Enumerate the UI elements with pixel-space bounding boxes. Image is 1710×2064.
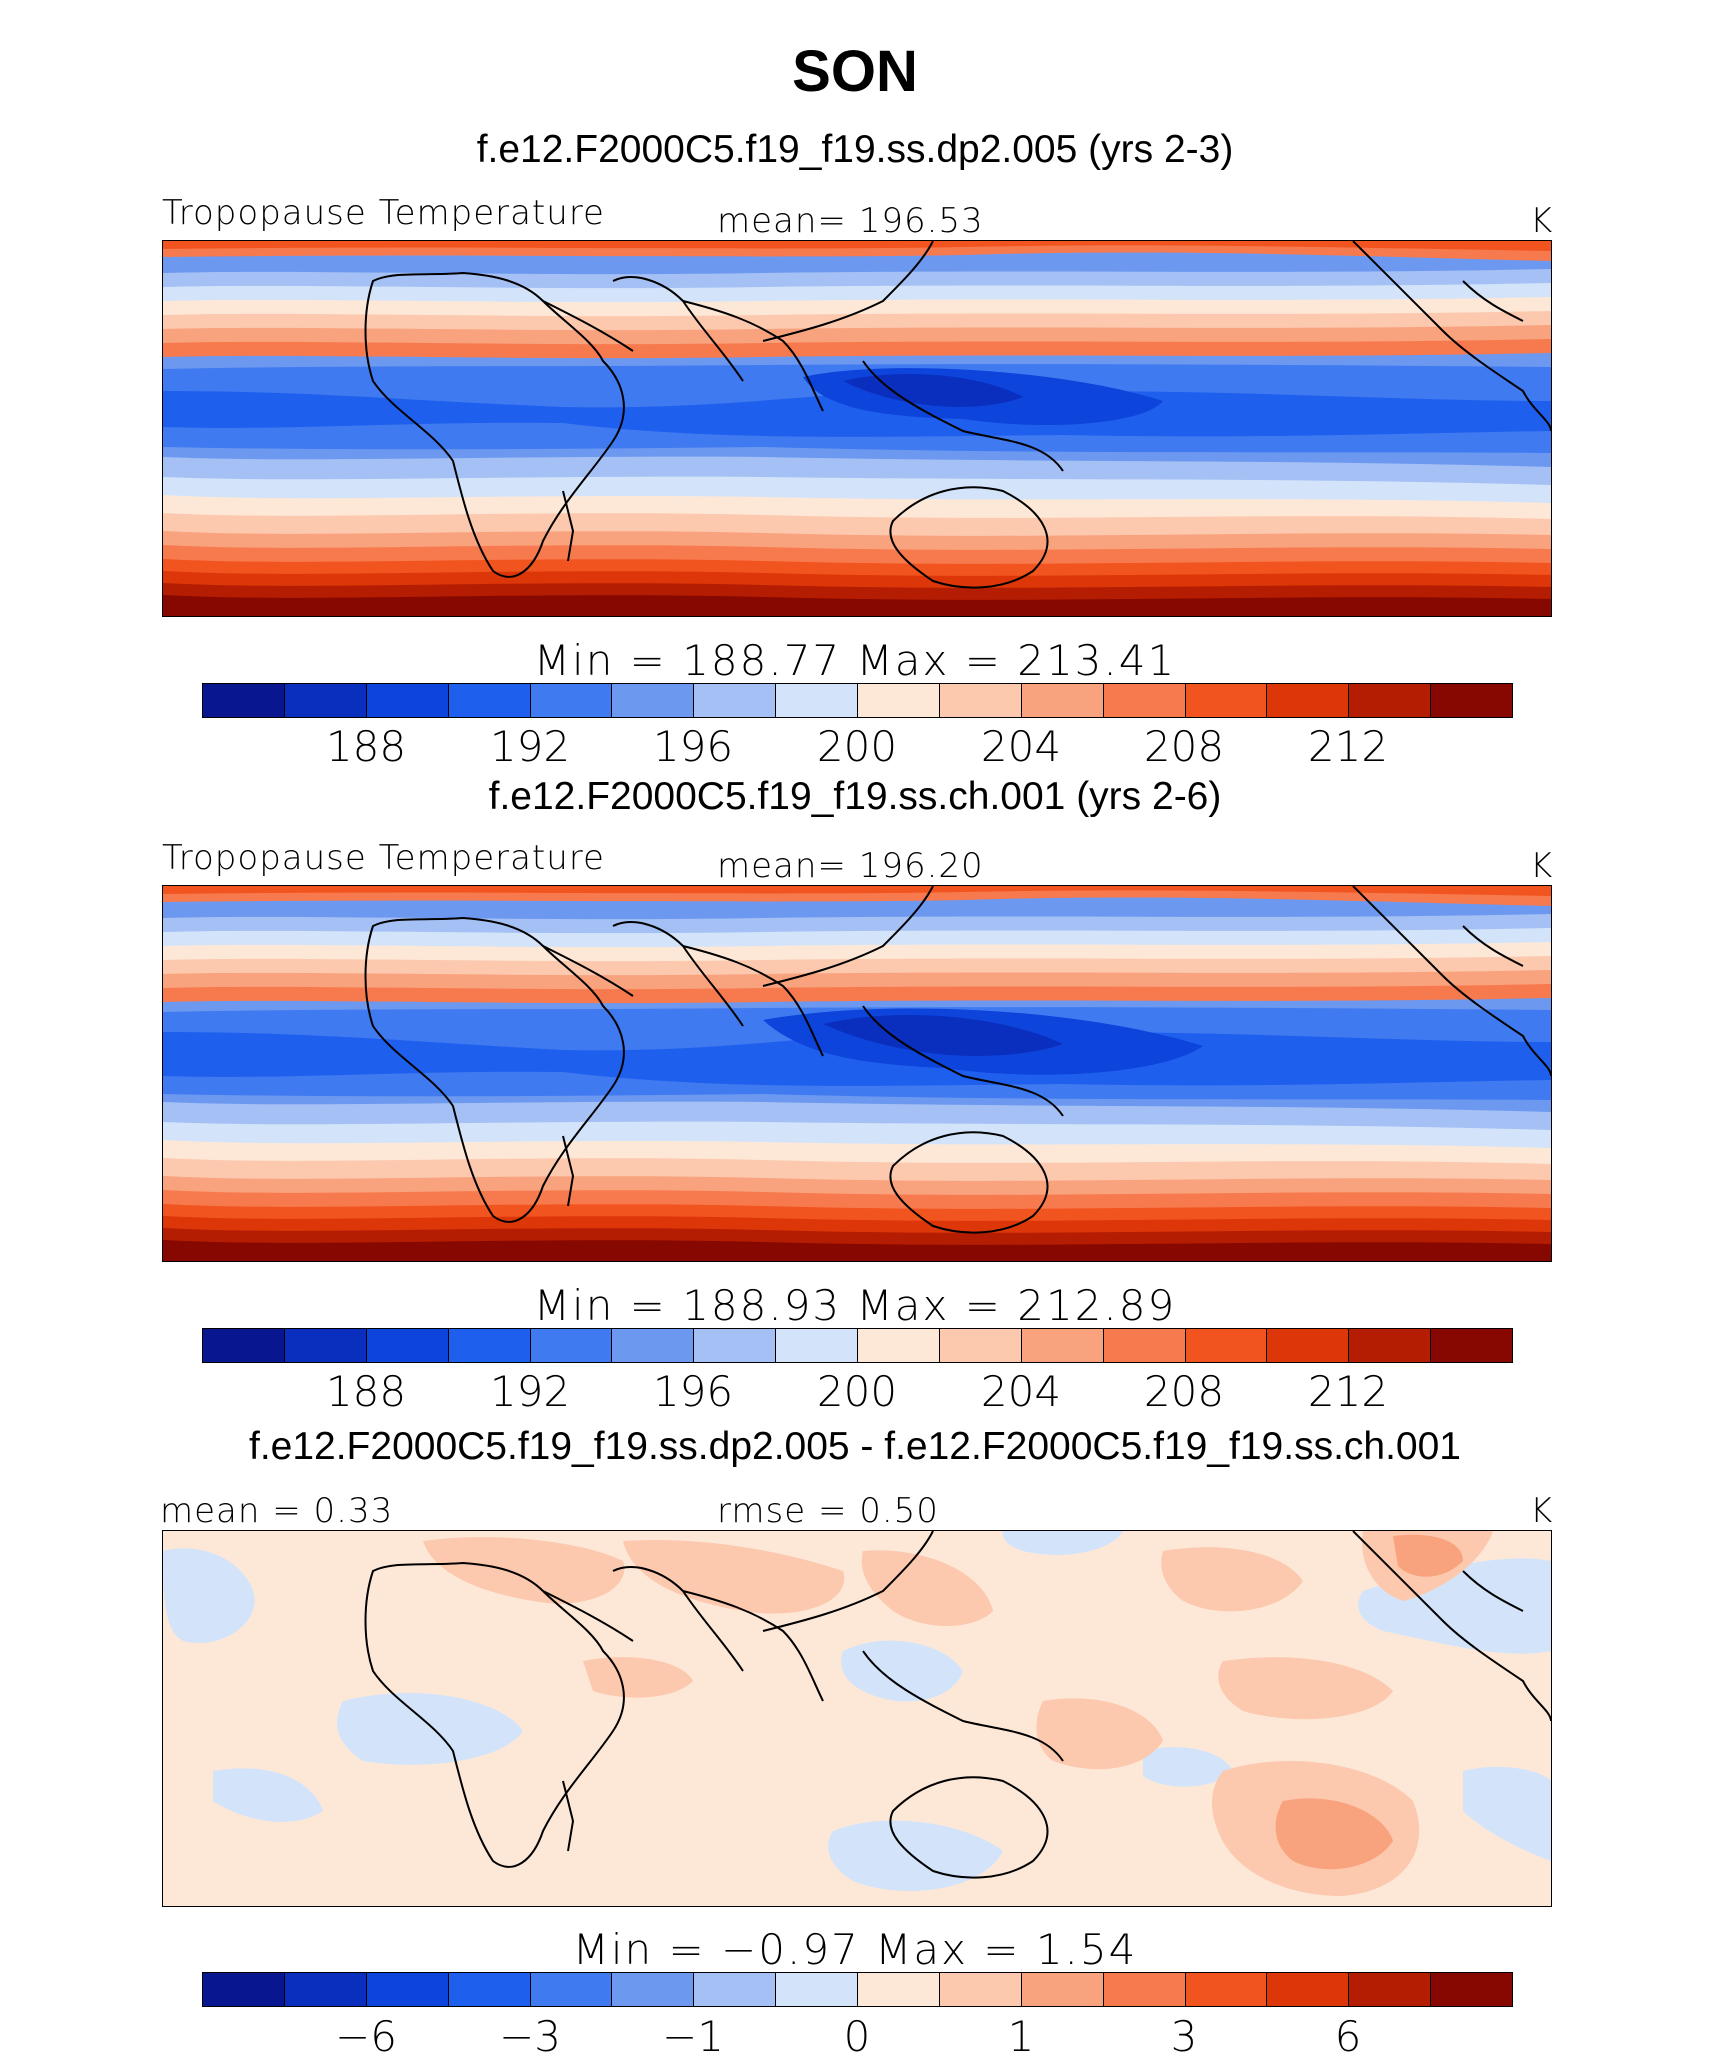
colorbar-box	[858, 1329, 940, 1362]
colorbar-box	[1431, 684, 1512, 717]
panel-2-title: f.e12.F2000C5.f19_f19.ss.ch.001 (yrs 2-6…	[488, 775, 1222, 818]
colorbar-tick-label: 212	[1307, 722, 1389, 771]
colorbar-tick-label: 208	[1143, 722, 1225, 771]
panel-3-title: f.e12.F2000C5.f19_f19.ss.dp2.005 - f.e12…	[248, 1425, 1461, 1468]
colorbar-box	[612, 684, 695, 717]
colorbar-box	[694, 1973, 777, 2006]
colorbar-tick-label: 200	[816, 1367, 898, 1416]
colorbar-box	[284, 684, 367, 717]
colorbar-box	[1021, 1329, 1104, 1362]
colorbar-tick-label: 188	[325, 722, 407, 771]
figure-title: SON	[792, 39, 918, 104]
colorbar-box	[694, 1329, 777, 1362]
panel-1-mean-label: mean= 196.53	[717, 201, 984, 241]
colorbar-tick-label: 3	[1170, 2012, 1198, 2061]
colorbar-box	[530, 1973, 613, 2006]
colorbar-box	[1185, 1973, 1268, 2006]
colorbar-box	[1103, 1329, 1186, 1362]
colorbar-box	[612, 1973, 695, 2006]
panel-2-units-label: K	[1530, 846, 1554, 886]
colorbar-box	[1431, 1973, 1512, 2006]
colorbar-tick-label: 204	[980, 722, 1062, 771]
colorbar-box	[530, 1329, 613, 1362]
colorbar-tick-label: 196	[652, 1367, 734, 1416]
colorbar-box	[1021, 1973, 1104, 2006]
colorbar-box	[448, 1973, 531, 2006]
colorbar-tick-label: −6	[335, 2012, 397, 2061]
colorbar-box	[858, 684, 940, 717]
panel-3-mean-label: mean = 0.33	[160, 1491, 394, 1531]
panel-2-map	[162, 885, 1552, 1262]
colorbar-box	[448, 1329, 531, 1362]
colorbar-tick-label: 192	[489, 1367, 571, 1416]
colorbar-tick-label: 188	[325, 1367, 407, 1416]
colorbar-tick-label: 192	[489, 722, 571, 771]
colorbar-box	[858, 1973, 940, 2006]
colorbar-box	[448, 684, 531, 717]
panel-1-map	[162, 240, 1552, 617]
panel-3-colorbar	[202, 1972, 1513, 2007]
colorbar-tick-label: 212	[1307, 1367, 1389, 1416]
colorbar-tick-label: −1	[662, 2012, 724, 2061]
colorbar-tick-label: 0	[843, 2012, 871, 2061]
colorbar-box	[1103, 1973, 1186, 2006]
colorbar-box	[939, 1973, 1022, 2006]
panel-2-minmax-label: Min = 188.93 Max = 212.89	[533, 1281, 1177, 1330]
colorbar-box	[776, 1973, 858, 2006]
colorbar-tick-label: 1	[1007, 2012, 1035, 2061]
colorbar-box	[612, 1329, 695, 1362]
panel-2-colorbar	[202, 1328, 1513, 1363]
colorbar-box	[1349, 1973, 1432, 2006]
colorbar-box	[939, 1329, 1022, 1362]
panel-2-variable-label: Tropopause Temperature	[162, 838, 605, 878]
panel-3-minmax-label: Min = −0.97 Max = 1.54	[572, 1925, 1138, 1974]
colorbar-tick-label: 204	[980, 1367, 1062, 1416]
colorbar-box	[1267, 1329, 1350, 1362]
colorbar-tick-label: −3	[499, 2012, 561, 2061]
panel-3-rmse-label: rmse = 0.50	[717, 1491, 939, 1531]
colorbar-tick-label: 208	[1143, 1367, 1225, 1416]
colorbar-box	[776, 1329, 858, 1362]
colorbar-tick-label: 200	[816, 722, 898, 771]
colorbar-box	[1431, 1329, 1512, 1362]
colorbar-box	[776, 684, 858, 717]
panel-1-colorbar	[202, 683, 1513, 718]
panel-1-variable-label: Tropopause Temperature	[162, 193, 605, 233]
colorbar-box	[203, 1329, 285, 1362]
panel-1-units-label: K	[1530, 201, 1554, 241]
colorbar-box	[366, 1973, 449, 2006]
colorbar-box	[939, 684, 1022, 717]
colorbar-box	[694, 684, 777, 717]
colorbar-box	[1185, 684, 1268, 717]
colorbar-tick-label: 6	[1334, 2012, 1362, 2061]
colorbar-box	[284, 1973, 367, 2006]
panel-3-map	[162, 1530, 1552, 1907]
colorbar-box	[1267, 684, 1350, 717]
colorbar-box	[1185, 1329, 1268, 1362]
panel-1-title: f.e12.F2000C5.f19_f19.ss.dp2.005 (yrs 2-…	[476, 128, 1234, 171]
panel-1-minmax-label: Min = 188.77 Max = 213.41	[533, 636, 1177, 685]
colorbar-box	[203, 684, 285, 717]
colorbar-box	[284, 1329, 367, 1362]
colorbar-box	[366, 1329, 449, 1362]
colorbar-box	[1349, 684, 1432, 717]
colorbar-box	[1267, 1973, 1350, 2006]
colorbar-box	[366, 684, 449, 717]
panel-3-units-label: K	[1530, 1491, 1554, 1531]
colorbar-box	[530, 684, 613, 717]
colorbar-tick-label: 196	[652, 722, 734, 771]
colorbar-box	[1103, 684, 1186, 717]
colorbar-box	[1349, 1329, 1432, 1362]
panel-2-mean-label: mean= 196.20	[717, 846, 984, 886]
colorbar-box	[203, 1973, 285, 2006]
colorbar-box	[1021, 684, 1104, 717]
